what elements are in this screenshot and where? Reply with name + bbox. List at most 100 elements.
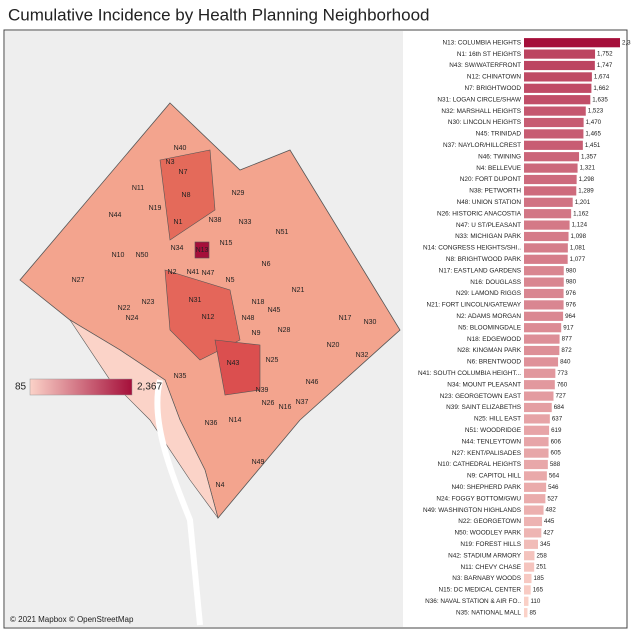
bar-label: N42: STADIUM ARMORY [448, 552, 522, 559]
bar-label: N13: COLUMBIA HEIGHTS [443, 39, 521, 46]
value-label: 2,367 [622, 39, 631, 46]
map-label: N50 [136, 252, 149, 259]
bar-label: N29: LAMOND RIGGS [456, 290, 521, 297]
value-label: 445 [544, 518, 555, 525]
color-legend: 85 2,367 [15, 378, 162, 396]
bar-label: N34: MOUNT PLEASANT [447, 381, 521, 388]
bar [524, 152, 580, 162]
bar [524, 174, 577, 185]
bar [524, 596, 529, 606]
bar [524, 380, 555, 390]
map-label: N34 [171, 245, 184, 252]
district-region [194, 241, 210, 259]
value-label: 1,523 [588, 108, 604, 115]
value-label: 684 [554, 404, 565, 411]
value-label: 976 [566, 290, 577, 297]
value-label: 588 [550, 461, 561, 468]
bar-label: N40: SHEPHERD PARK [452, 484, 522, 491]
map-label: N14 [229, 417, 242, 424]
bar-label: N36: NAVAL STATION & AIR FO.. [425, 598, 521, 605]
bar [524, 288, 564, 299]
bar [524, 72, 592, 82]
bar-label: N6: BRENTWOOD [467, 359, 521, 366]
map-label: N21 [292, 287, 305, 294]
map-label: N28 [278, 327, 291, 334]
value-label: 1,298 [579, 176, 595, 183]
bar-label: N20: FORT DUPONT [460, 176, 521, 183]
map-label: N36 [205, 420, 218, 427]
bar [524, 231, 569, 242]
value-label: 482 [546, 507, 557, 514]
bar-label: N26: HISTORIC ANACOSTIA [437, 210, 522, 217]
value-label: 637 [552, 416, 563, 423]
bar-label: N4: BELLEVUE [476, 165, 521, 172]
map-label: N26 [262, 400, 275, 407]
value-label: 1,289 [578, 188, 594, 195]
value-label: 606 [551, 438, 562, 445]
bar-label: N22: GEORGETOWN [458, 518, 521, 525]
district-region [214, 339, 261, 396]
value-label: 345 [540, 541, 551, 548]
bar [524, 494, 546, 504]
bar-label: N37: NAYLOR/HILLCREST [443, 142, 521, 149]
map-label: N2 [168, 269, 177, 276]
value-label: 1,635 [592, 96, 608, 103]
bar-label: N11: CHEVY CHASE [461, 564, 522, 571]
map-label: N43 [227, 360, 240, 367]
bar [524, 163, 578, 173]
map-label: N8 [182, 192, 191, 199]
attribution: © 2021 Mapbox © OpenStreetMap [10, 615, 134, 624]
bar [524, 402, 552, 413]
bar [524, 471, 547, 481]
bar [524, 505, 544, 515]
bar-label: N38: PETWORTH [469, 188, 521, 195]
bar-label: N17: EASTLAND GARDENS [439, 267, 521, 274]
map-label: N20 [327, 342, 340, 349]
value-label: 1,357 [581, 153, 597, 160]
value-label: 980 [566, 267, 577, 274]
bar-label: N1: 16th ST HEIGHTS [457, 51, 521, 58]
bar [524, 357, 559, 367]
map-label: N41 [187, 269, 200, 276]
map-label: N12 [202, 314, 215, 321]
bar [524, 83, 592, 93]
value-label: 1,098 [571, 233, 587, 240]
bar-label: N39: SAINT ELIZABETHS [446, 404, 521, 411]
map [5, 31, 403, 627]
bar [524, 277, 564, 287]
map-label: N35 [174, 373, 187, 380]
map-label: N11 [132, 185, 144, 192]
bar [524, 437, 549, 447]
district-region [159, 149, 216, 241]
bar [524, 448, 549, 458]
value-label: 1,752 [597, 51, 613, 58]
map-label: N6 [262, 261, 271, 268]
map-label: N29 [232, 190, 245, 197]
bar-label: N16: DOUGLASS [470, 279, 521, 286]
bar [524, 528, 542, 538]
bar-label: N12: CHINATOWN [467, 74, 521, 81]
map-label: N32 [356, 352, 369, 359]
frame [3, 29, 628, 629]
map-label: N51 [276, 229, 289, 236]
map-label: N40 [174, 145, 187, 152]
bar [524, 539, 538, 549]
map-label: N1 [174, 219, 183, 226]
bar-label: N23: GEORGETOWN EAST [440, 393, 521, 400]
bar-label: N9: CAPITOL HILL [467, 473, 521, 480]
map-label: N4 [216, 482, 225, 489]
map-label: N48 [242, 315, 255, 322]
bar [524, 345, 560, 356]
map-label: N37 [296, 399, 309, 406]
bar-label: N46: TWINING [478, 153, 521, 160]
value-label: 760 [557, 381, 568, 388]
map-label: N45 [268, 307, 281, 314]
map-label: N19 [149, 205, 162, 212]
value-label: 185 [534, 575, 545, 582]
bar [524, 391, 554, 401]
value-label: 251 [536, 564, 547, 571]
bar-label: N2: ADAMS MORGAN [456, 313, 521, 320]
value-label: 564 [549, 473, 560, 480]
bar-label: N24: FOGGY BOTTOM/GWU [436, 495, 521, 502]
